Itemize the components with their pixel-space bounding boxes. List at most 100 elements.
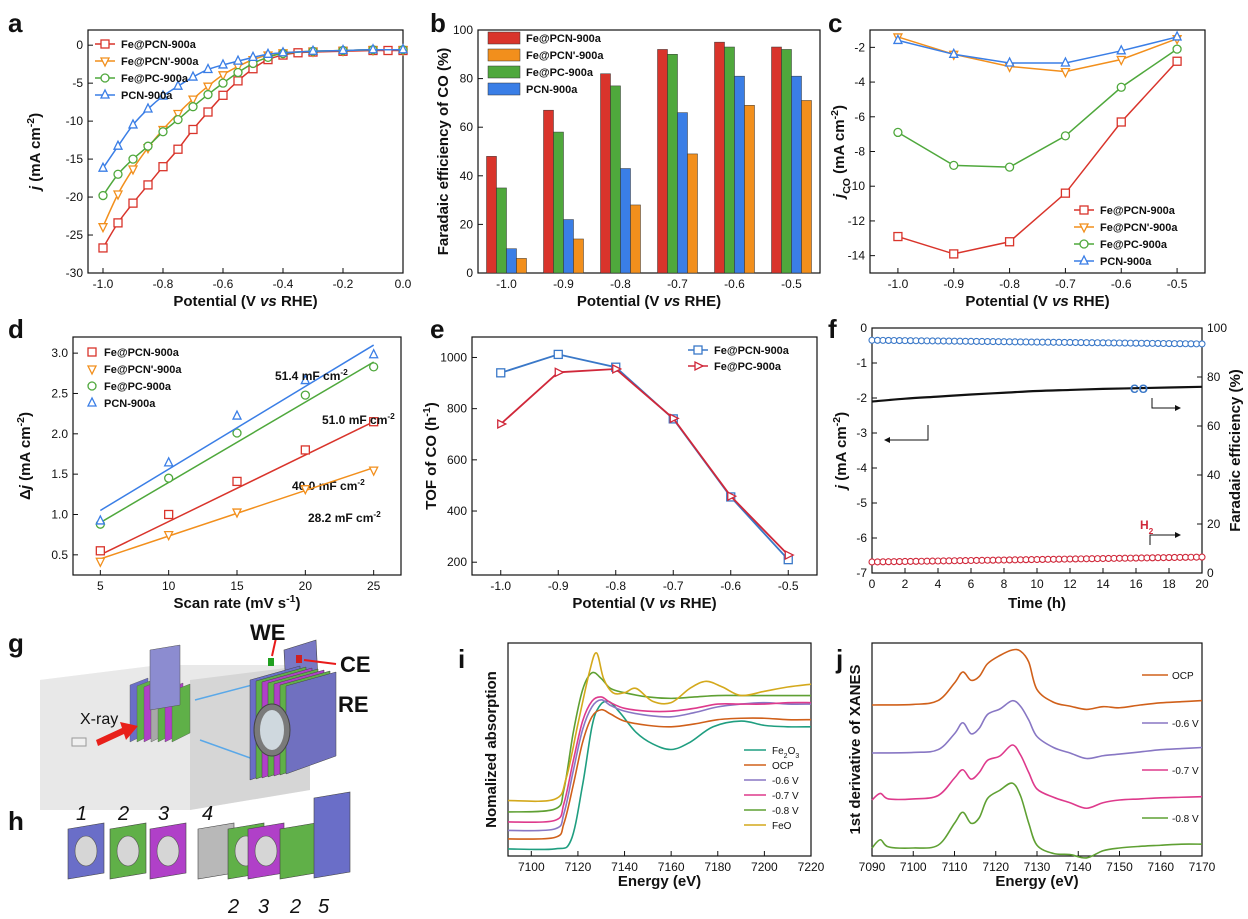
part-number: 1 bbox=[76, 803, 87, 825]
y-tick-label: 0 bbox=[860, 321, 867, 335]
y-tick-label: 80 bbox=[460, 72, 474, 86]
series-line bbox=[897, 48, 1178, 168]
legend-label: -0.7 V bbox=[772, 791, 799, 802]
data-point bbox=[128, 198, 138, 208]
x-tick-label: -0.6 bbox=[1111, 277, 1132, 291]
bar bbox=[543, 109, 554, 274]
x-tick-label: -1.0 bbox=[888, 277, 909, 291]
part-number: 3 bbox=[258, 896, 269, 918]
panel-c: c -1.0 -0.9 -0.8 -0.7 -0.6 -0.5 -2 -4 -6 -8 -10 -12 -… bbox=[828, 8, 1206, 310]
legend-marker bbox=[99, 88, 111, 99]
bar bbox=[506, 248, 517, 274]
data-point bbox=[262, 47, 274, 58]
data-point bbox=[383, 45, 393, 56]
series-line bbox=[507, 696, 812, 824]
data-point bbox=[300, 374, 311, 385]
series-line bbox=[871, 782, 1203, 859]
y2-axis-label: Faradaic efficiency (%) bbox=[1227, 369, 1244, 532]
legend-label: Fe@PCN'-900a bbox=[104, 364, 182, 376]
data-point bbox=[233, 67, 243, 78]
part-hole bbox=[74, 835, 98, 867]
x-tick-label: 10 bbox=[162, 579, 176, 593]
y-tick-label: -14 bbox=[848, 249, 866, 263]
y-tick-label: 40 bbox=[1207, 468, 1221, 482]
label-we: WE bbox=[250, 620, 285, 645]
part-hole bbox=[254, 835, 278, 867]
panel-letter-j: j bbox=[835, 644, 843, 674]
legend-marker bbox=[694, 360, 705, 372]
legend-marker bbox=[86, 396, 98, 407]
legend-marker bbox=[1078, 223, 1090, 234]
bar bbox=[791, 75, 802, 274]
y-tick-label: -2 bbox=[856, 391, 867, 405]
x-tick-label: -1.0 bbox=[490, 579, 511, 593]
arrow-h2 bbox=[1149, 534, 1175, 545]
legend-label: PCN-900a bbox=[104, 398, 156, 410]
legend-label: -0.7 V bbox=[1172, 766, 1199, 777]
y-tick-label: -4 bbox=[856, 461, 867, 475]
data-point bbox=[218, 78, 228, 88]
x-tick-label: 7100 bbox=[518, 860, 545, 874]
y-tick-label: 100 bbox=[1207, 321, 1227, 335]
x-axis-label: Potential (V vs RHE) bbox=[173, 293, 317, 310]
data-point bbox=[95, 546, 105, 556]
y-tick-label: 40 bbox=[460, 169, 474, 183]
x-tick-label: 16 bbox=[1129, 577, 1143, 591]
panel-g: g X-ray WE CE RE bbox=[8, 620, 371, 810]
series-line bbox=[507, 700, 812, 851]
legend-label: Fe2O3 bbox=[772, 746, 799, 760]
data-point bbox=[231, 508, 243, 519]
annotation-co: CO bbox=[1130, 382, 1148, 396]
y-tick-label: -5 bbox=[72, 76, 83, 90]
annotation-h2: H2 bbox=[1140, 518, 1154, 536]
y-tick-label: -15 bbox=[66, 152, 84, 166]
arrow-current bbox=[890, 425, 929, 441]
x-tick-label: -0.7 bbox=[1055, 277, 1076, 291]
data-point bbox=[157, 89, 169, 100]
x-tick-label: 7140 bbox=[1065, 860, 1092, 874]
x-tick-label: -0.7 bbox=[667, 277, 688, 291]
x-axis-label: Potential (V vs RHE) bbox=[577, 293, 721, 310]
panel-letter-h: h bbox=[8, 806, 24, 836]
y-tick-label: 60 bbox=[1207, 419, 1221, 433]
panel-f: f0 2 4 6 8 10 12 14 16 18 200-1-2-3-4-5-6-7 0204060… bbox=[828, 314, 1244, 612]
plot-frame bbox=[507, 642, 812, 857]
bar bbox=[496, 187, 507, 274]
panel-letter-f: f bbox=[828, 314, 837, 344]
panel-letter-b: b bbox=[430, 8, 446, 38]
stack-cover bbox=[149, 644, 181, 711]
data-point bbox=[172, 79, 184, 90]
arrowhead-co bbox=[1175, 405, 1181, 411]
y-axis-label: TOF of CO (h-1) bbox=[421, 402, 440, 509]
data-point bbox=[173, 114, 183, 125]
y-tick-label: -1 bbox=[856, 356, 867, 370]
xray-arrow bbox=[96, 722, 138, 746]
data-point bbox=[948, 47, 959, 58]
legend-marker bbox=[693, 345, 703, 355]
data-point bbox=[369, 362, 379, 372]
x-tick-label: -0.6 bbox=[720, 579, 741, 593]
series-line bbox=[897, 36, 1178, 73]
data-point bbox=[113, 169, 123, 179]
x-axis-label: Time (h) bbox=[1008, 595, 1066, 612]
data-point bbox=[231, 409, 243, 420]
data-point bbox=[1116, 55, 1127, 66]
legend-label: Fe@PC-900a bbox=[714, 361, 782, 373]
part-hole bbox=[116, 835, 140, 867]
fit-line bbox=[100, 421, 374, 556]
legend-marker bbox=[99, 57, 111, 68]
ce-arrow bbox=[303, 659, 337, 665]
arrowhead-h2 bbox=[1175, 532, 1181, 538]
plot-frame bbox=[471, 336, 818, 576]
data-point bbox=[497, 418, 508, 430]
plot-frame bbox=[871, 327, 1203, 574]
series-line bbox=[871, 699, 1203, 760]
data-point bbox=[784, 549, 795, 561]
data-point bbox=[203, 107, 213, 117]
data-point bbox=[232, 54, 244, 65]
re-electrode bbox=[296, 655, 302, 663]
y-tick-label: 0 bbox=[76, 38, 83, 52]
panel-j: j 7090 7100 7110 7120 7130 7140 7150 7160 7170 Ene… bbox=[835, 642, 1216, 890]
x-tick-label: 7110 bbox=[942, 860, 968, 874]
y-axis-label: Nomalized absorption bbox=[483, 671, 500, 828]
